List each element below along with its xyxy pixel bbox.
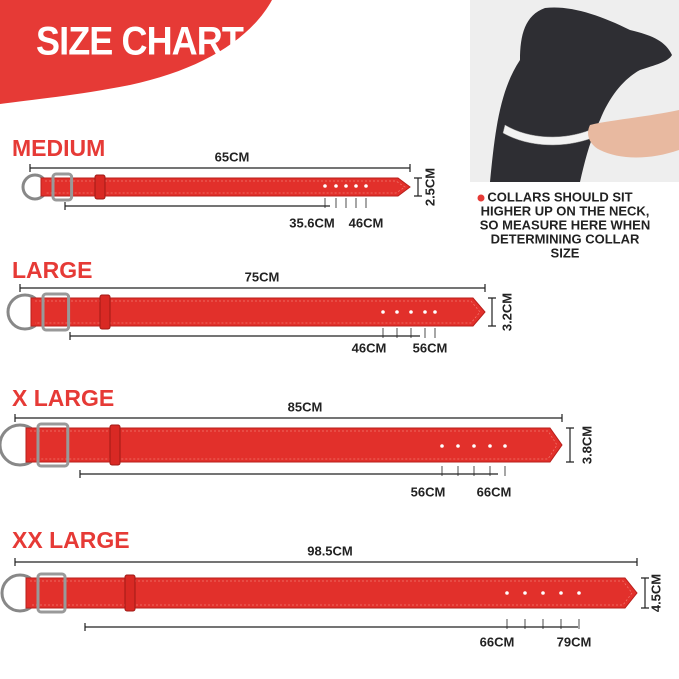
size-0: MEDIUM 65CM 2.5CM 35.6CM 46CM	[12, 135, 437, 230]
keeper	[94, 174, 106, 200]
collar	[30, 297, 486, 327]
title: SIZE CHART	[36, 20, 244, 64]
hand	[588, 110, 679, 158]
hole	[456, 444, 460, 448]
size-name: LARGE	[12, 257, 93, 283]
size-2: X LARGE 85CM 3.8CM 56CM 66CM	[0, 385, 594, 499]
keeper	[99, 294, 111, 330]
range-min: 35.6CM	[289, 215, 335, 230]
length-label: 85CM	[288, 399, 323, 414]
width-line	[641, 577, 649, 609]
hole	[334, 184, 338, 188]
range-min: 46CM	[352, 340, 387, 355]
length-label: 98.5CM	[307, 543, 353, 558]
hole	[472, 444, 476, 448]
range-line	[84, 623, 578, 631]
stitch	[30, 580, 633, 606]
range-max: 56CM	[413, 340, 448, 355]
collar	[25, 577, 638, 609]
width-line	[566, 427, 574, 463]
hole	[409, 310, 413, 314]
length-label: 75CM	[245, 269, 280, 284]
note-line: DETERMINING COLLAR	[491, 231, 640, 246]
length-line	[19, 284, 486, 292]
title-banner	[0, 0, 272, 104]
stitch	[45, 180, 406, 194]
sizes: MEDIUM 65CM 2.5CM 35.6CM 46CM LARGE 75CM 3.2CM 4…	[0, 135, 663, 649]
hole	[523, 591, 527, 595]
collar	[25, 427, 563, 463]
size-name: X LARGE	[12, 385, 114, 411]
length-line	[14, 414, 563, 422]
length-label: 65CM	[215, 149, 250, 164]
hole	[354, 184, 358, 188]
range-max: 66CM	[477, 484, 512, 499]
stitch	[30, 430, 558, 460]
stitch	[35, 300, 481, 324]
hole	[440, 444, 444, 448]
buckle	[41, 292, 71, 332]
bullet	[477, 194, 485, 202]
hole	[505, 591, 509, 595]
width-label: 4.5CM	[648, 574, 663, 612]
keeper	[124, 574, 136, 612]
hole	[488, 444, 492, 448]
range-line	[79, 470, 498, 478]
buckle	[36, 572, 67, 614]
keeper	[109, 424, 121, 466]
range-max: 79CM	[557, 634, 592, 649]
size-1: LARGE 75CM 3.2CM 46CM 56CM	[6, 257, 514, 355]
collar	[40, 177, 411, 197]
buckle	[36, 422, 70, 468]
dog-photo	[470, 0, 679, 183]
note-line: HIGHER UP ON THE NECK,	[481, 203, 650, 218]
range-min: 66CM	[480, 634, 515, 649]
hole	[559, 591, 563, 595]
width-label: 3.8CM	[579, 426, 594, 464]
range-max: 46CM	[349, 215, 384, 230]
hole	[433, 310, 437, 314]
range-line	[64, 202, 330, 210]
note-line: SO MEASURE HERE WHEN	[480, 217, 650, 232]
range-line	[69, 332, 420, 340]
length-line	[14, 558, 638, 566]
hole	[503, 444, 507, 448]
size-name: MEDIUM	[12, 135, 105, 161]
size-3: XX LARGE 98.5CM 4.5CM 66CM 79CM	[0, 527, 663, 649]
hole	[344, 184, 348, 188]
buckle	[51, 172, 74, 202]
note-line: SIZE	[551, 245, 580, 260]
range-min: 56CM	[411, 484, 446, 499]
length-line	[29, 164, 411, 172]
note-line: COLLARS SHOULD SIT	[487, 189, 632, 204]
hole	[381, 310, 385, 314]
hole	[423, 310, 427, 314]
hole	[577, 591, 581, 595]
width-line	[488, 297, 496, 327]
width-line	[414, 177, 422, 197]
size-name: XX LARGE	[12, 527, 130, 553]
hole	[541, 591, 545, 595]
width-label: 2.5CM	[422, 168, 437, 206]
hole	[395, 310, 399, 314]
hole	[323, 184, 327, 188]
hole	[364, 184, 368, 188]
width-label: 3.2CM	[499, 293, 514, 331]
